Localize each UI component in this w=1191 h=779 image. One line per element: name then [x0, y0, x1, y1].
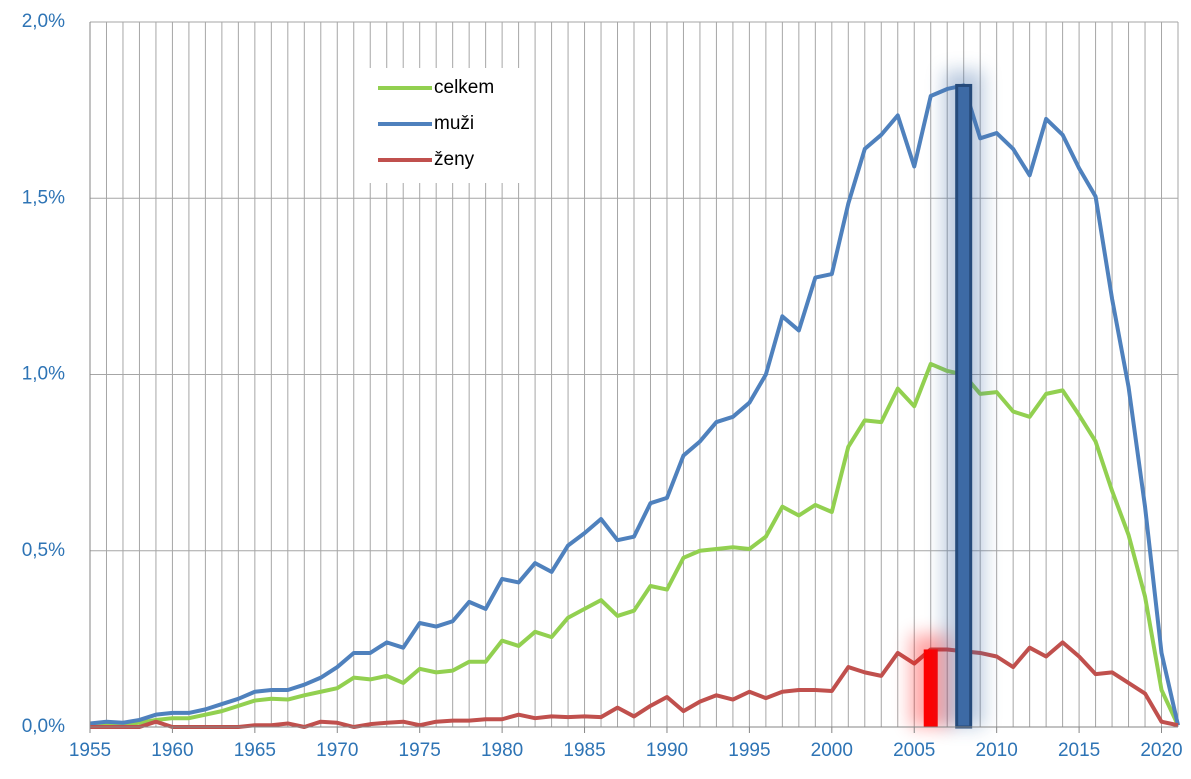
- series-line: [89, 361, 1180, 728]
- series-line: [89, 83, 1180, 726]
- x-tick-label: 2010: [976, 740, 1018, 761]
- series-line: [90, 640, 1179, 729]
- y-tick-label: 0,0%: [22, 716, 65, 737]
- axes: 0,0% 0,5% 1,0% 1,5% 2,0% 1955 1960 1965 1970 1975…: [22, 11, 1183, 761]
- x-tick-label: 1980: [481, 740, 523, 761]
- highlights: [910, 70, 984, 729]
- y-tick-label: 0,5%: [22, 540, 65, 561]
- x-tick-label: 1970: [316, 740, 358, 761]
- x-tick-label: 2000: [811, 740, 853, 761]
- x-tick-label: 1995: [728, 740, 770, 761]
- x-tick-label: 1960: [151, 740, 193, 761]
- y-tick-label: 1,5%: [22, 187, 65, 208]
- y-tick-label: 2,0%: [22, 11, 65, 32]
- lines: [89, 83, 1180, 729]
- legend-label: celkem: [434, 77, 494, 98]
- x-tick-label: 1965: [234, 740, 276, 761]
- x-tick-label: 2020: [1140, 740, 1182, 761]
- highlight-bar: [955, 83, 973, 729]
- grid: [89, 21, 1179, 728]
- x-tick-label: 1985: [563, 740, 605, 761]
- x-tick-label: 1955: [69, 740, 111, 761]
- legend: celkem muži ženy: [378, 77, 494, 170]
- x-tick-label: 2005: [893, 740, 935, 761]
- highlight-bar: [923, 649, 938, 727]
- y-tick-label: 1,0%: [22, 364, 65, 385]
- x-tick-label: 2015: [1058, 740, 1100, 761]
- x-tick-label: 1975: [399, 740, 441, 761]
- legend-label: muži: [434, 113, 474, 134]
- legend-label: ženy: [434, 149, 475, 170]
- x-tick-label: 1990: [646, 740, 688, 761]
